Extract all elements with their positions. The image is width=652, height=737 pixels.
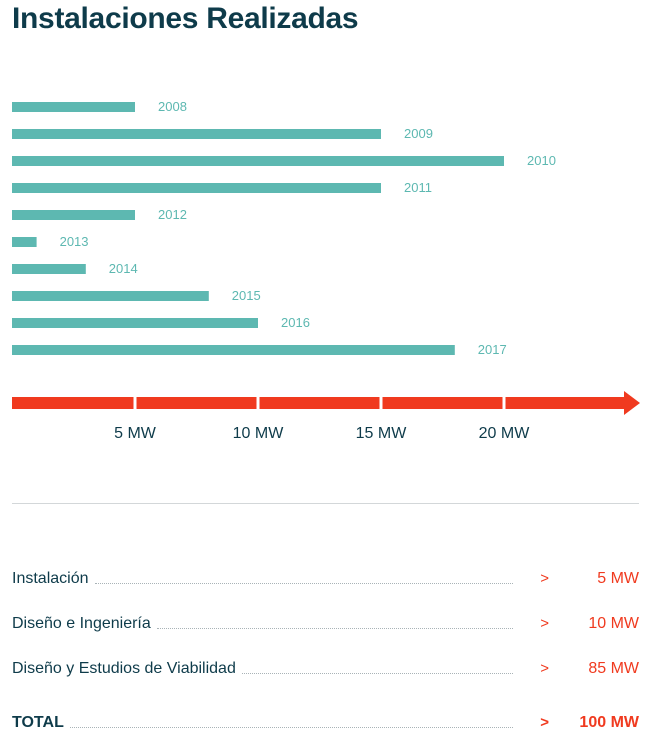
bar-label-2014: 2014 <box>109 261 138 276</box>
bar-2009 <box>12 129 381 139</box>
total-label: TOTAL <box>12 714 64 731</box>
bar-2017 <box>12 345 455 355</box>
bar-label-2011: 2011 <box>404 180 432 195</box>
summary-row-design-engineering: Diseño e Ingeniería > 10 MW <box>12 610 639 634</box>
bar-label-2017: 2017 <box>478 342 507 357</box>
tick-label: 15 MW <box>356 425 408 442</box>
bar-label-2008: 2008 <box>158 99 187 114</box>
summary-value: 10 MW <box>588 615 639 632</box>
summary-label: Diseño e Ingeniería <box>12 615 151 632</box>
bar-2012 <box>12 210 135 220</box>
arrow-right-icon <box>624 391 640 415</box>
chevron-right-icon: > <box>540 714 549 731</box>
summary-row-feasibility: Diseño y Estudios de Viabilidad > 85 MW <box>12 655 639 679</box>
bar-2008 <box>12 102 135 112</box>
page-title: Instalaciones Realizadas <box>12 2 359 35</box>
bar-label-2012: 2012 <box>158 207 187 222</box>
summary-label: Diseño y Estudios de Viabilidad <box>12 660 236 677</box>
chevron-right-icon: > <box>540 615 549 632</box>
chevron-right-icon: > <box>540 570 549 587</box>
axis-tick <box>502 397 506 409</box>
x-axis: 5 MW 10 MW 15 MW 20 MW <box>12 391 640 442</box>
axis-tick <box>379 397 383 409</box>
axis-tick <box>133 397 137 409</box>
bar-label-2013: 2013 <box>60 234 89 249</box>
tick-label: 5 MW <box>114 425 157 442</box>
chevron-right-icon: > <box>540 660 549 677</box>
tick-label: 10 MW <box>233 425 285 442</box>
summary-row-total: TOTAL > 100 MW <box>12 709 639 733</box>
dotted-leader <box>241 673 513 674</box>
bar-2011 <box>12 183 381 193</box>
dotted-leader <box>156 628 513 629</box>
summary-value: 85 MW <box>588 660 639 677</box>
bar-label-2010: 2010 <box>527 153 556 168</box>
axis-tick <box>256 397 260 409</box>
bar-2016 <box>12 318 258 328</box>
dotted-leader <box>69 727 513 728</box>
total-value: 100 MW <box>579 714 639 731</box>
summary-label: Instalación <box>12 570 89 587</box>
bar-chart: 2008 2009 2010 2011 2012 2013 2014 2015 2016 2017… <box>12 99 640 442</box>
divider <box>12 503 639 504</box>
summary-value: 5 MW <box>597 570 639 587</box>
bars-group: 2008 2009 2010 2011 2012 2013 2014 2015 2016 2017 <box>12 99 556 357</box>
dotted-leader <box>94 583 513 584</box>
bar-2014 <box>12 264 86 274</box>
bar-2015 <box>12 291 209 301</box>
summary-row-installation: Instalación > 5 MW <box>12 565 639 589</box>
bar-label-2015: 2015 <box>232 288 261 303</box>
tick-label: 20 MW <box>479 425 531 442</box>
bar-2010 <box>12 156 504 166</box>
axis-line <box>12 397 626 409</box>
bar-2013 <box>12 237 37 247</box>
bar-label-2016: 2016 <box>281 315 310 330</box>
bar-label-2009: 2009 <box>404 126 433 141</box>
